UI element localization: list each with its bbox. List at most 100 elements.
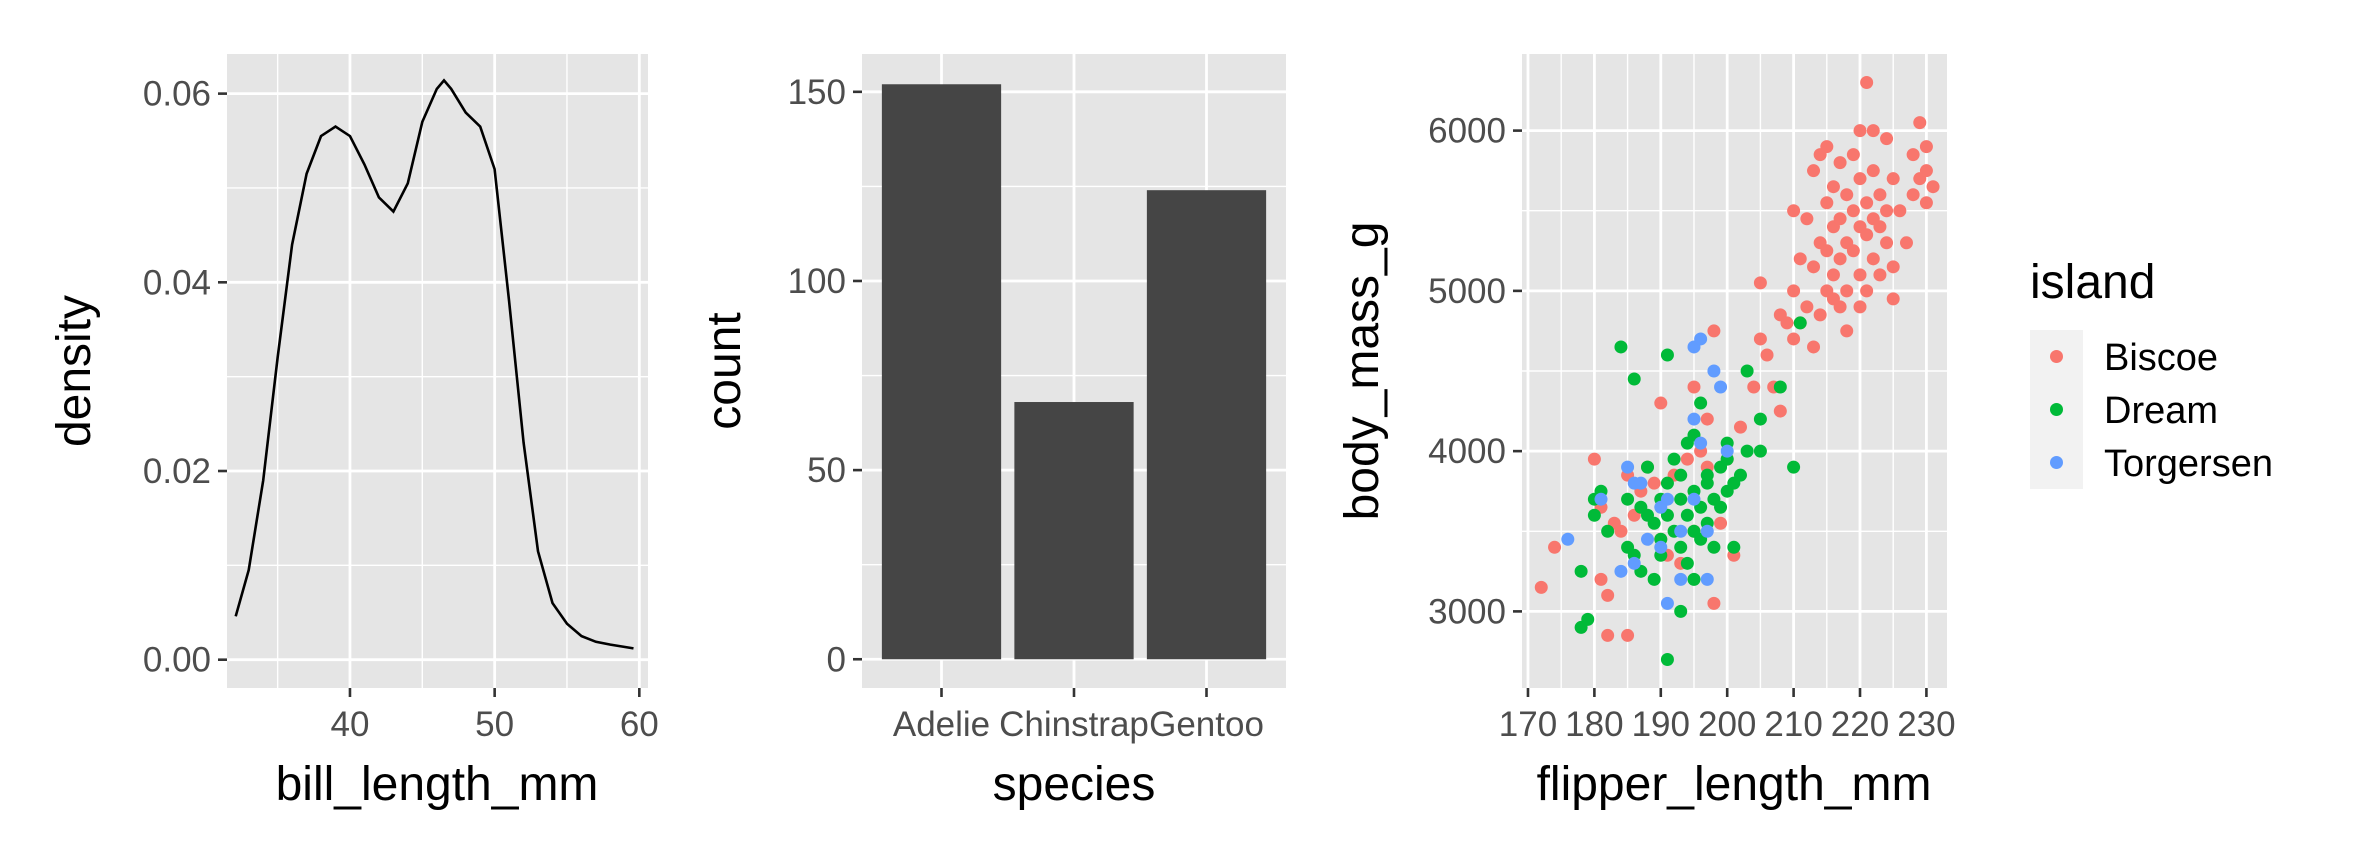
point-dream — [1647, 516, 1661, 530]
scatter-y-axis-title: body_mass_g — [1336, 222, 1389, 521]
point-torgersen — [1687, 412, 1701, 426]
point-biscoe — [1853, 172, 1867, 186]
density-y-axis-title: density — [48, 295, 101, 447]
point-biscoe — [1866, 124, 1880, 138]
bar-adelie — [881, 84, 1002, 660]
x-tick-label: Adelie — [893, 705, 990, 744]
point-dream — [1621, 492, 1635, 506]
point-biscoe — [1919, 140, 1933, 154]
point-biscoe — [1707, 596, 1721, 610]
point-biscoe — [1873, 268, 1887, 282]
point-biscoe — [1840, 284, 1854, 298]
point-dream — [1694, 396, 1708, 410]
point-biscoe — [1826, 180, 1840, 194]
point-torgersen — [1700, 524, 1714, 538]
legend-item-dream: Dream — [2030, 383, 2218, 436]
point-biscoe — [1601, 588, 1615, 602]
density-y-ticks: 0.00 0.02 0.04 0.06 — [143, 75, 227, 680]
bars — [881, 84, 1267, 660]
point-biscoe — [1614, 524, 1628, 538]
scatter-plot: 3000 4000 5000 6000 170 180 190 200 210 220 230 f… — [1336, 54, 1956, 811]
point-biscoe — [1866, 252, 1880, 266]
point-torgersen — [1561, 532, 1575, 546]
point-dream — [1627, 372, 1641, 386]
density-curve — [234, 78, 634, 650]
point-biscoe — [1680, 452, 1694, 466]
density-x-ticks: 40 50 60 — [331, 688, 659, 744]
point-biscoe — [1833, 212, 1847, 226]
point-dream — [1647, 572, 1661, 586]
point-biscoe — [1919, 164, 1933, 178]
point-biscoe — [1893, 204, 1907, 218]
point-torgersen — [1694, 436, 1708, 450]
point-biscoe — [1866, 164, 1880, 178]
x-tick-label: 170 — [1499, 705, 1557, 744]
point-biscoe — [1780, 316, 1794, 330]
point-biscoe — [1601, 628, 1615, 642]
point-dream — [1641, 460, 1655, 474]
point-biscoe — [1846, 244, 1860, 258]
point-torgersen — [1674, 572, 1688, 586]
point-torgersen — [1714, 380, 1728, 394]
legend-items: Biscoe Dream Torgersen — [2030, 330, 2273, 489]
point-biscoe — [1860, 196, 1874, 210]
point-biscoe — [1853, 124, 1867, 138]
point-torgersen — [1641, 532, 1655, 546]
point-torgersen — [1634, 476, 1648, 490]
bar-x-axis-title: species — [993, 758, 1156, 811]
point-torgersen — [1660, 492, 1674, 506]
point-dream — [1793, 316, 1807, 330]
legend-label: Dream — [2104, 390, 2218, 432]
point-biscoe — [1548, 540, 1562, 554]
point-biscoe — [1826, 268, 1840, 282]
point-torgersen — [1654, 540, 1668, 554]
legend-item-torgersen: Torgersen — [2030, 436, 2273, 489]
point-biscoe — [1813, 308, 1827, 322]
point-biscoe — [1800, 212, 1814, 226]
point-biscoe — [1860, 228, 1874, 242]
y-tick-label: 3000 — [1428, 592, 1506, 631]
point-dream — [1587, 508, 1601, 522]
point-torgersen — [1621, 460, 1635, 474]
point-biscoe — [1846, 148, 1860, 162]
x-tick-label: Gentoo — [1149, 705, 1264, 744]
point-biscoe — [1820, 140, 1834, 154]
point-biscoe — [1787, 332, 1801, 346]
point-torgersen — [1614, 564, 1628, 578]
point-torgersen — [1674, 524, 1688, 538]
density-minor-gridlines — [227, 54, 648, 688]
point-biscoe — [1840, 188, 1854, 202]
legend-key-point — [2050, 350, 2063, 363]
point-biscoe — [1820, 244, 1834, 258]
x-tick-label: 60 — [620, 705, 659, 744]
point-torgersen — [1687, 492, 1701, 506]
bar-chinstrap — [1014, 402, 1134, 660]
point-dream — [1773, 380, 1787, 394]
point-biscoe — [1840, 324, 1854, 338]
point-biscoe — [1833, 156, 1847, 170]
point-biscoe — [1899, 236, 1913, 250]
y-tick-label: 0.06 — [143, 75, 211, 114]
point-dream — [1740, 444, 1754, 458]
point-dream — [1614, 340, 1628, 354]
point-biscoe — [1621, 628, 1635, 642]
y-tick-label: 150 — [788, 73, 846, 112]
x-tick-label: 210 — [1764, 705, 1822, 744]
y-tick-label: 4000 — [1428, 432, 1506, 471]
point-dream — [1787, 460, 1801, 474]
point-biscoe — [1906, 188, 1920, 202]
point-biscoe — [1873, 220, 1887, 234]
x-tick-label: 220 — [1831, 705, 1889, 744]
point-biscoe — [1886, 292, 1900, 306]
point-biscoe — [1886, 260, 1900, 274]
point-biscoe — [1846, 204, 1860, 218]
point-dream — [1674, 540, 1688, 554]
scatter-x-axis-title: flipper_length_mm — [1537, 758, 1932, 811]
point-biscoe — [1853, 268, 1867, 282]
bar-y-ticks: 0 50 100 150 — [788, 73, 862, 679]
point-dream — [1680, 556, 1694, 570]
point-torgersen — [1660, 596, 1674, 610]
point-dream — [1687, 572, 1701, 586]
